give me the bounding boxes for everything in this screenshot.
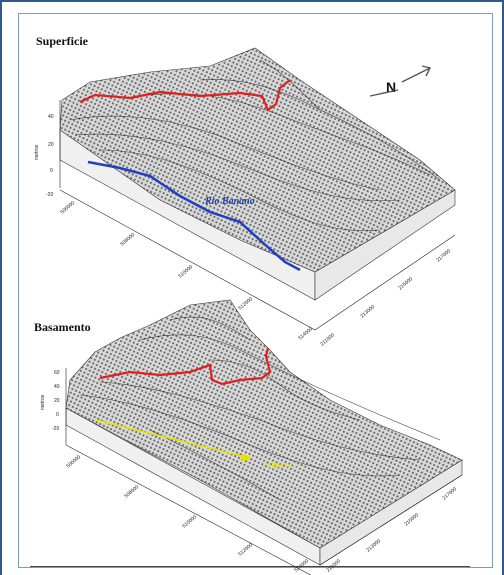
superficie-northing-axis <box>314 234 456 331</box>
superficie-surface <box>59 47 456 273</box>
paleocanal-line <box>95 419 251 459</box>
superficie-z-label: metros <box>34 144 40 160</box>
north-arrow-icon <box>401 65 432 83</box>
rio-banano-label: Rio Banano <box>204 196 255 207</box>
basamento-easting-tick: 512000 <box>237 542 254 557</box>
superficie-northing-tick: 217000 <box>435 248 452 263</box>
superficie-easting-tick: 506000 <box>59 200 76 215</box>
basamento-z-tick: 0 <box>56 412 59 418</box>
superficie-red-line <box>79 79 291 112</box>
bottom-rule <box>30 566 470 567</box>
basamento-z-tick: 60 <box>54 370 60 376</box>
basamento-easting-axis <box>65 444 312 575</box>
basamento-northing-tick: 217000 <box>441 486 458 501</box>
basamento-northing-axis <box>319 474 463 566</box>
superficie-z-tick: 0 <box>50 168 53 174</box>
superficie-z-tick: 20 <box>48 142 54 148</box>
basamento-northing-tick: 213000 <box>365 538 382 553</box>
superficie-z-tick: -20 <box>46 192 53 198</box>
paleocanal-arrowhead <box>242 453 252 462</box>
superficie-easting-tick: 508000 <box>119 232 136 247</box>
basamento-z-tick: -20 <box>52 426 59 432</box>
north-arrow: N <box>369 65 432 97</box>
superficie-northing-tick: 213000 <box>359 304 376 319</box>
basamento-northing-tick: 211000 <box>325 558 342 573</box>
rio-banano-line <box>87 160 301 272</box>
panel-title-superficie: Superficie <box>36 34 88 48</box>
north-label: N <box>386 79 396 95</box>
superficie-easting-axis <box>59 189 316 331</box>
panel-title-basamento: Basamento <box>34 320 91 334</box>
superficie-northing-tick: 215000 <box>397 276 414 291</box>
superficie-easting-tick: 510000 <box>177 264 194 279</box>
basamento-easting-tick: 514000 <box>293 558 310 573</box>
superficie-z-tick: 40 <box>48 114 54 120</box>
basamento-z-tick: 40 <box>54 384 60 390</box>
superficie-easting-tick: 514000 <box>297 326 314 341</box>
paleocanal-label: Paleocanal <box>262 460 301 470</box>
basamento-easting-tick: 506000 <box>65 454 82 469</box>
north-arrow-shaft <box>369 89 399 97</box>
superficie-northing-tick: 211000 <box>319 332 336 347</box>
superficie-block: Rio Banano 40 20 0 -20 metros 506000 508… <box>34 47 456 348</box>
basamento-block: Paleocanal 60 40 20 0 -20 metros 506000 … <box>40 299 463 575</box>
basamento-red-line <box>99 347 272 386</box>
superficie-easting-tick: 512000 <box>237 296 254 311</box>
basamento-easting-tick: 510000 <box>181 514 198 529</box>
basamento-easting-tick: 508000 <box>123 484 140 499</box>
basamento-northing-tick: 215000 <box>403 512 420 527</box>
basamento-z-label: metros <box>40 394 46 410</box>
basamento-z-tick: 20 <box>54 398 60 404</box>
